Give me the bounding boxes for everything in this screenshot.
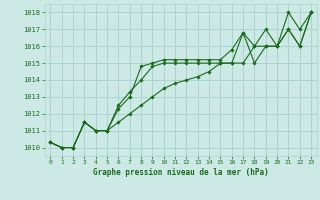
- X-axis label: Graphe pression niveau de la mer (hPa): Graphe pression niveau de la mer (hPa): [93, 168, 269, 177]
